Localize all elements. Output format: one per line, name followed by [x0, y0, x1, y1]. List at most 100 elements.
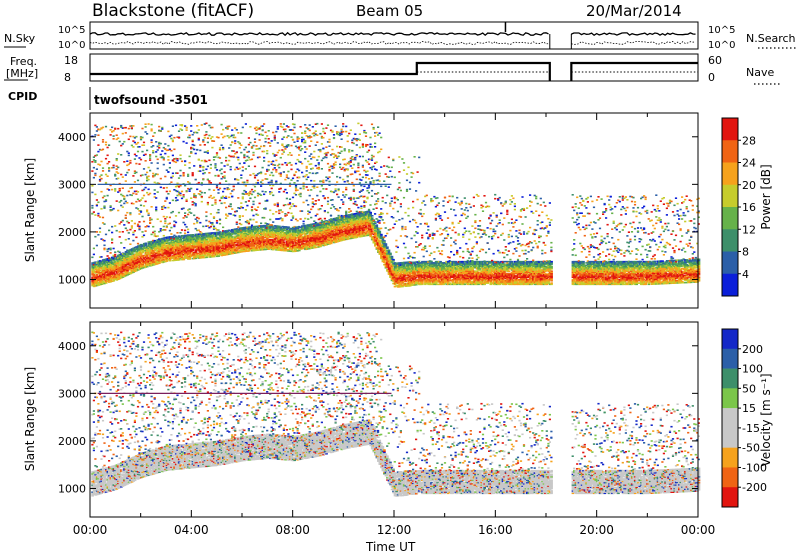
echo-cell	[227, 127, 229, 129]
echo-cell	[293, 124, 295, 126]
echo-cell	[148, 226, 150, 228]
echo-cell	[157, 218, 159, 220]
echo-cell	[254, 177, 256, 179]
echo-cell	[169, 191, 171, 193]
echo-cell	[237, 179, 239, 181]
echo-cell	[217, 192, 219, 194]
echo-cell	[289, 185, 291, 187]
echo-cell	[290, 145, 292, 147]
echo-cell	[122, 231, 124, 233]
echo-cell	[155, 151, 157, 153]
echo-cell	[137, 151, 139, 153]
echo-cell	[275, 154, 277, 156]
echo-cell	[245, 147, 247, 149]
echo-cell	[138, 227, 140, 229]
echo-cell	[353, 143, 355, 145]
echo-cell	[348, 208, 350, 210]
echo-cell	[251, 225, 253, 227]
echo-cell	[111, 239, 113, 241]
echo-cell	[301, 137, 303, 139]
echo-cell	[268, 169, 270, 171]
echo-cell	[184, 230, 186, 232]
echo-cell	[149, 217, 151, 219]
echo-cell	[114, 128, 116, 130]
echo-cell	[155, 207, 157, 209]
echo-cell	[140, 159, 142, 161]
echo-cell	[164, 223, 166, 225]
echo-cell	[148, 213, 150, 215]
echo-cell	[135, 136, 137, 138]
echo-cell	[310, 217, 312, 219]
echo-cell	[189, 156, 191, 158]
echo-cell	[140, 139, 142, 141]
echo-cell	[304, 132, 306, 134]
echo-cell	[189, 208, 191, 210]
echo-cell	[301, 210, 303, 212]
echo-cell	[183, 194, 185, 196]
echo-cell	[149, 157, 151, 159]
echo-cell	[183, 175, 185, 177]
echo-cell	[172, 176, 174, 178]
echo-cell	[170, 135, 172, 137]
echo-cell	[251, 189, 253, 191]
echo-cell	[214, 163, 216, 165]
echo-cell	[259, 156, 261, 158]
echo-cell	[116, 158, 118, 160]
echo-cell	[99, 176, 101, 178]
echo-cell	[345, 126, 347, 128]
echo-cell	[277, 142, 279, 144]
echo-cell	[205, 216, 207, 218]
echo-cell	[242, 127, 244, 129]
echo-cell	[335, 188, 337, 190]
echo-cell	[249, 219, 251, 221]
echo-cell	[172, 211, 174, 213]
echo-cell	[131, 145, 133, 147]
echo-cell	[351, 140, 353, 142]
echo-cell	[181, 191, 183, 193]
echo-cell	[145, 131, 147, 133]
echo-cell	[290, 169, 292, 171]
echo-cell	[217, 209, 219, 211]
echo-cell	[287, 154, 289, 156]
echo-cell	[129, 243, 131, 245]
echo-cell	[322, 195, 324, 197]
echo-cell	[117, 128, 119, 130]
echo-cell	[290, 154, 292, 156]
echo-cell	[224, 175, 226, 177]
echo-cell	[225, 207, 227, 209]
echo-cell	[170, 138, 172, 140]
echo-cell	[236, 167, 238, 169]
echo-cell	[278, 164, 280, 166]
nave-tick-low: 0	[708, 71, 715, 84]
echo-cell	[211, 147, 213, 149]
echo-cell	[348, 163, 350, 165]
echo-cell	[201, 196, 203, 198]
echo-cell	[224, 202, 226, 204]
echo-cell	[134, 158, 136, 160]
echo-cell	[114, 254, 116, 256]
echo-cell	[300, 146, 302, 148]
echo-cell	[198, 218, 200, 220]
echo-cell	[210, 195, 212, 197]
echo-cell	[154, 233, 156, 235]
echo-cell	[281, 126, 283, 128]
echo-cell	[336, 194, 338, 196]
echo-cell	[216, 185, 218, 187]
echo-cell	[193, 165, 195, 167]
echo-cell	[280, 157, 282, 159]
echo-cell	[108, 230, 110, 232]
echo-cell	[227, 164, 229, 166]
echo-cell	[160, 178, 162, 180]
echo-cell	[354, 159, 356, 161]
echo-cell	[240, 224, 242, 226]
echo-cell	[146, 150, 148, 152]
echo-cell	[192, 174, 194, 176]
echo-cell	[120, 200, 122, 202]
echo-cell	[125, 239, 127, 241]
echo-cell	[297, 189, 299, 191]
echo-cell	[252, 201, 254, 203]
echo-cell	[319, 208, 321, 210]
echo-cell	[143, 221, 145, 223]
echo-cell	[129, 212, 131, 214]
echo-cell	[248, 151, 250, 153]
